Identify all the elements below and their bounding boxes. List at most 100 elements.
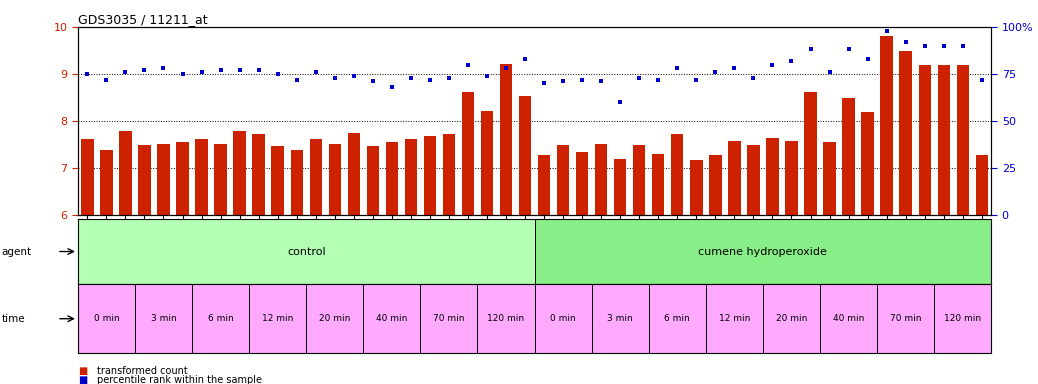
Text: 6 min: 6 min [208,314,234,323]
Text: ■: ■ [78,366,87,376]
Point [79,71,95,77]
Bar [386,142,398,215]
Point [289,76,305,83]
Point [745,74,762,81]
Bar [843,98,854,215]
Bar [672,134,683,215]
Point [631,74,648,81]
Bar [535,219,991,284]
Bar [234,131,246,215]
Text: 20 min: 20 min [775,314,808,323]
Bar [633,146,646,215]
Text: agent: agent [1,247,31,257]
Text: 3 min: 3 min [607,314,633,323]
Bar [937,65,950,215]
Point [307,69,324,75]
Bar [557,146,569,215]
Bar [576,152,589,215]
Bar [519,96,531,215]
Point [383,84,400,90]
Point [954,43,971,49]
Text: 12 min: 12 min [262,314,294,323]
Bar [176,142,189,215]
Bar [272,146,283,215]
Point [421,76,438,83]
Text: transformed count: transformed count [97,366,187,376]
Text: 6 min: 6 min [664,314,690,323]
Bar [78,215,991,384]
Bar [306,284,363,353]
Bar [500,64,512,215]
Bar [649,284,706,353]
Bar [706,284,763,353]
Point [403,74,419,81]
Text: 120 min: 120 min [488,314,524,323]
Bar [443,134,455,215]
Text: 0 min: 0 min [550,314,576,323]
Bar [934,284,991,353]
Point [974,76,990,83]
Text: 3 min: 3 min [151,314,176,323]
Bar [420,284,477,353]
Bar [481,111,493,215]
Point [174,71,191,77]
Bar [786,141,797,215]
Point [440,74,457,81]
Bar [192,284,249,353]
Point [231,67,248,73]
Point [269,71,285,77]
Text: 20 min: 20 min [319,314,351,323]
Point [840,46,856,53]
Bar [363,284,420,353]
Point [460,61,476,68]
Bar [101,150,112,215]
Bar [862,112,874,215]
Text: control: control [286,247,326,257]
Point [536,80,552,86]
Point [364,78,381,84]
Point [346,73,362,79]
Bar [729,141,740,215]
Point [821,69,838,75]
Bar [78,284,135,353]
Point [98,76,114,83]
Text: percentile rank within the sample: percentile rank within the sample [97,375,262,384]
Point [668,65,685,71]
Bar [135,284,192,353]
Point [593,78,609,84]
Point [212,67,228,73]
Bar [477,284,535,353]
Bar [249,284,306,353]
Point [650,76,666,83]
Point [479,73,495,79]
Text: ■: ■ [78,375,87,384]
Bar [804,92,817,215]
Point [688,76,705,83]
Bar [766,138,778,215]
Point [764,61,781,68]
Bar [138,146,151,215]
Point [326,74,343,81]
Bar [880,36,893,215]
Bar [195,139,208,215]
Text: 70 min: 70 min [433,314,465,323]
Point [726,65,742,71]
Bar [919,65,931,215]
Bar [538,155,550,215]
Bar [976,155,988,215]
Point [497,65,514,71]
Bar [158,144,169,215]
Bar [348,133,360,215]
Text: 40 min: 40 min [832,314,865,323]
Point [917,43,933,49]
Bar [763,284,820,353]
Bar [291,150,303,215]
Bar [329,144,340,215]
Point [554,78,571,84]
Point [878,28,895,34]
Point [574,76,591,83]
Bar [747,146,760,215]
Text: cumene hydroperoxide: cumene hydroperoxide [699,247,827,257]
Bar [614,159,626,215]
Bar [309,139,322,215]
